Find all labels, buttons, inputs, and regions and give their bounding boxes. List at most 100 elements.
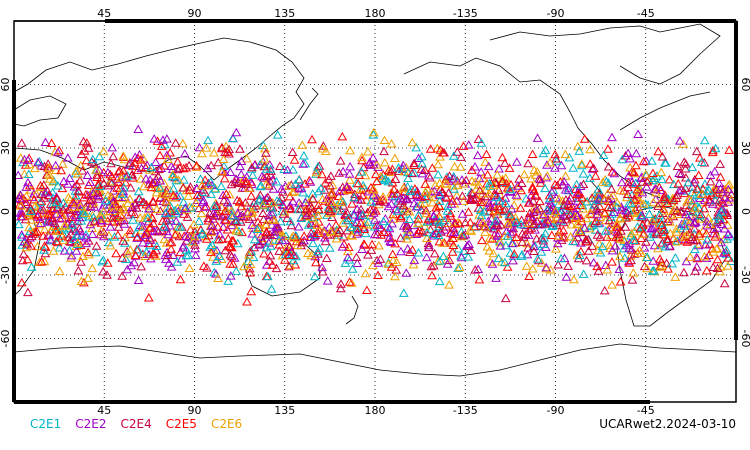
observation-triangle — [295, 204, 306, 213]
observation-triangle — [618, 243, 629, 253]
observation-triangle — [656, 218, 667, 227]
observation-triangle — [72, 179, 82, 189]
observation-triangle — [305, 177, 316, 186]
observation-triangle — [370, 191, 381, 201]
observation-triangle — [67, 212, 78, 221]
observation-triangle — [551, 244, 561, 253]
observation-triangle — [319, 227, 330, 237]
observation-triangle — [476, 138, 487, 147]
observation-triangle — [175, 191, 185, 200]
observation-triangle — [241, 153, 252, 163]
observation-triangle — [712, 189, 722, 199]
observation-triangle — [562, 214, 573, 224]
observation-triangle — [353, 178, 364, 188]
observation-triangle — [54, 242, 65, 252]
observation-triangle — [648, 229, 659, 239]
observation-triangle — [333, 191, 344, 200]
bottom-tick-label: 45 — [97, 404, 111, 417]
observation-triangle — [357, 185, 368, 194]
observation-triangle — [246, 208, 257, 217]
observation-triangle — [421, 233, 432, 242]
observation-triangle — [161, 214, 172, 224]
observation-triangle — [64, 173, 75, 182]
observation-triangle — [506, 204, 517, 213]
observation-triangle — [284, 250, 294, 259]
observation-triangle — [694, 190, 705, 200]
top-tick-label: 135 — [274, 7, 295, 20]
observation-triangle — [402, 181, 413, 191]
observation-triangle — [615, 276, 626, 286]
observation-triangle — [133, 124, 144, 133]
observation-triangle — [271, 176, 282, 186]
observation-triangle — [239, 261, 249, 271]
observation-triangle — [262, 271, 273, 281]
observation-triangle — [550, 206, 561, 215]
observation-triangle — [438, 147, 448, 157]
observation-triangle — [409, 255, 420, 265]
observation-triangle — [230, 177, 240, 187]
observation-triangle — [290, 259, 301, 269]
footer-label: UCARwet2.2024-03-10 — [599, 417, 736, 431]
observation-triangle — [620, 222, 631, 231]
observation-triangle — [257, 236, 268, 246]
observation-triangle — [111, 248, 121, 258]
observation-triangle — [657, 174, 667, 184]
observation-triangle — [457, 209, 468, 218]
observation-triangle — [655, 262, 666, 271]
observation-triangle — [593, 194, 604, 204]
observation-triangle — [98, 146, 109, 156]
observation-triangle — [697, 189, 707, 198]
observation-triangle — [148, 247, 159, 257]
observation-triangle — [417, 226, 428, 236]
observation-triangle — [178, 182, 189, 192]
observation-triangle — [277, 206, 288, 215]
observation-triangle — [593, 245, 603, 255]
observation-triangle — [95, 181, 105, 190]
observation-triangle — [193, 203, 204, 213]
observation-triangle — [18, 249, 29, 258]
right-lat-label: 60 — [739, 78, 750, 92]
observation-triangle — [161, 189, 172, 199]
observation-triangle — [388, 255, 398, 264]
observation-triangle — [523, 198, 534, 207]
observation-triangle — [438, 238, 448, 247]
observation-triangle — [70, 190, 81, 200]
observation-triangle — [680, 163, 691, 173]
observation-triangle — [288, 250, 299, 259]
observation-triangle — [530, 190, 541, 199]
observation-triangle — [106, 178, 117, 187]
observation-triangle — [118, 236, 128, 245]
observation-triangle — [77, 209, 88, 218]
observation-triangle — [14, 193, 25, 203]
observation-triangle — [570, 212, 581, 221]
observation-triangle — [627, 199, 638, 209]
observation-triangle — [547, 187, 557, 196]
observation-triangle — [298, 159, 309, 168]
observation-triangle — [255, 159, 266, 169]
observation-triangle — [516, 251, 527, 260]
observation-triangle — [579, 134, 590, 143]
observation-triangle — [121, 171, 131, 181]
observation-triangle — [529, 165, 540, 174]
observation-triangle — [103, 190, 113, 199]
observation-triangle — [702, 186, 712, 196]
observation-triangle — [448, 173, 459, 183]
observation-triangle — [723, 229, 734, 238]
observation-triangle — [264, 159, 275, 169]
observation-triangle — [318, 141, 329, 150]
observation-triangle — [623, 148, 633, 158]
observation-triangle — [162, 150, 172, 159]
observation-triangle — [117, 271, 128, 280]
observation-triangle — [284, 181, 294, 190]
observation-triangle — [136, 261, 147, 271]
observation-triangle — [594, 194, 605, 203]
observation-triangle — [595, 247, 606, 257]
observation-triangle — [117, 189, 128, 198]
observation-triangle — [649, 222, 660, 231]
observation-triangle — [170, 205, 180, 215]
observation-triangle — [86, 187, 97, 196]
observation-triangle — [532, 205, 542, 215]
observation-triangle — [638, 199, 649, 208]
observation-triangle — [540, 145, 551, 154]
observation-triangle — [599, 285, 610, 295]
